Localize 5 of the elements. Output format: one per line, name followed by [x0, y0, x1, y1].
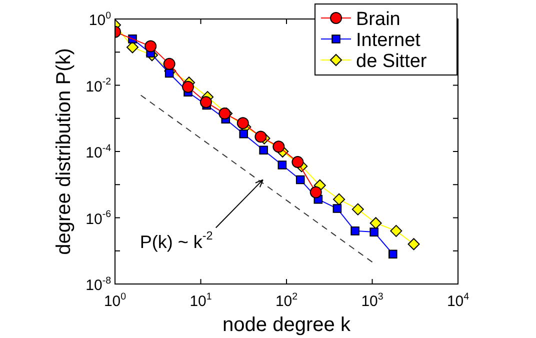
x-axis-title: node degree k: [222, 314, 352, 336]
y-axis-title: degree distribution P(k): [53, 48, 75, 255]
legend-label: Internet: [356, 30, 422, 51]
legend-label: Brain: [356, 9, 400, 30]
legend-label: de Sitter: [356, 51, 428, 72]
